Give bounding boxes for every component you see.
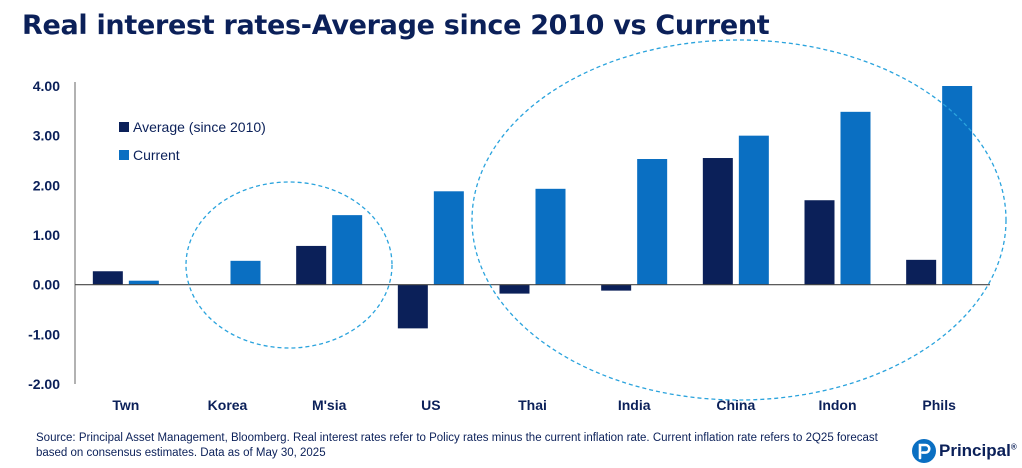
legend-label: Average (since 2010): [133, 119, 266, 135]
legend-label: Current: [133, 147, 180, 163]
y-tick-label: 4.00: [33, 78, 60, 94]
logo-wordmark: Principal: [939, 441, 1011, 460]
bar-current: [637, 159, 668, 285]
bar-current: [332, 215, 363, 285]
y-tick-label: -1.00: [28, 326, 60, 342]
bar-chart: -2.00 -1.00 0.00 1.00 2.00 3.00 4.00 Twn Korea M'…: [28, 39, 1007, 413]
logo-text: Principal®: [939, 441, 1017, 461]
bar-current: [433, 191, 464, 285]
highlight-ellipse-korea-msia: [185, 181, 393, 349]
bar-average: [296, 245, 327, 285]
bar-current: [840, 111, 871, 285]
bar-average: [702, 158, 733, 285]
bar-average: [92, 271, 123, 285]
highlight-ellipse-asia-group: [471, 39, 1007, 401]
bar-current: [230, 260, 261, 285]
legend-swatch: [119, 150, 129, 160]
y-tick-label: 1.00: [33, 227, 60, 243]
bar-average: [804, 200, 835, 285]
y-tick-label: 0.00: [33, 277, 60, 293]
x-category-label: China: [716, 397, 755, 413]
x-category-label: India: [618, 397, 651, 413]
bar-average: [906, 259, 937, 285]
bar-current: [535, 188, 566, 285]
bar-current: [128, 280, 159, 285]
legend-swatch: [119, 122, 129, 132]
x-category-label: Phils: [922, 397, 956, 413]
principal-logo-icon: [912, 439, 936, 463]
x-category-label: US: [421, 397, 440, 413]
x-category-label: Korea: [208, 397, 248, 413]
source-note: Source: Principal Asset Management, Bloo…: [36, 432, 878, 459]
chart-title: Real interest rates-Average since 2010 v…: [22, 10, 770, 41]
x-category-label: Twn: [112, 397, 139, 413]
bar-average: [397, 284, 428, 329]
bar-current: [738, 135, 769, 285]
y-tick-label: -2.00: [28, 376, 60, 392]
logo-registered-mark: ®: [1010, 442, 1017, 452]
y-tick-label: 3.00: [33, 128, 60, 144]
x-category-label: Indon: [818, 397, 856, 413]
y-tick-label: 2.00: [33, 177, 60, 193]
x-category-label: M'sia: [312, 397, 347, 413]
principal-logo: Principal®: [912, 439, 1017, 463]
bar-average: [499, 284, 530, 294]
x-category-label: Thai: [518, 397, 547, 413]
bar-average: [601, 284, 632, 291]
bar-current: [942, 86, 973, 285]
